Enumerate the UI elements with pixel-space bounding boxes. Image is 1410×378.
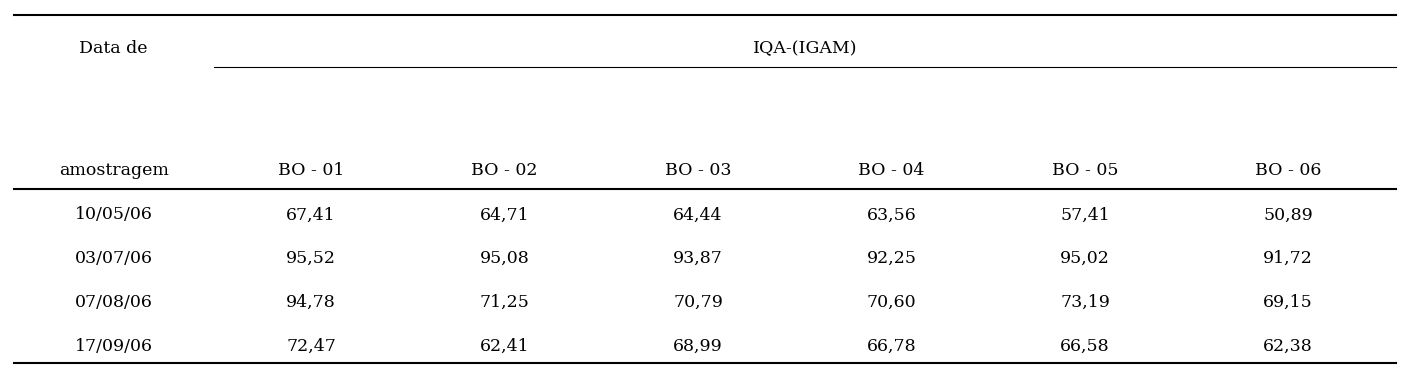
Text: 64,44: 64,44 [674, 206, 723, 223]
Text: BO - 04: BO - 04 [859, 162, 925, 179]
Text: BO - 01: BO - 01 [278, 162, 344, 179]
Text: 92,25: 92,25 [867, 250, 916, 267]
Text: 63,56: 63,56 [867, 206, 916, 223]
Text: 10/05/06: 10/05/06 [75, 206, 152, 223]
Text: 95,52: 95,52 [286, 250, 336, 267]
Text: BO - 02: BO - 02 [471, 162, 537, 179]
Text: 71,25: 71,25 [479, 294, 530, 311]
Text: 93,87: 93,87 [673, 250, 723, 267]
Text: 91,72: 91,72 [1263, 250, 1313, 267]
Text: 66,78: 66,78 [867, 338, 916, 355]
Text: Data de: Data de [79, 40, 148, 57]
Text: 94,78: 94,78 [286, 294, 336, 311]
Text: BO - 03: BO - 03 [666, 162, 732, 179]
Text: amostragem: amostragem [59, 162, 169, 179]
Text: 03/07/06: 03/07/06 [75, 250, 152, 267]
Text: 73,19: 73,19 [1060, 294, 1110, 311]
Text: BO - 05: BO - 05 [1052, 162, 1118, 179]
Text: 66,58: 66,58 [1060, 338, 1110, 355]
Text: 50,89: 50,89 [1263, 206, 1313, 223]
Text: 67,41: 67,41 [286, 206, 336, 223]
Text: 17/09/06: 17/09/06 [75, 338, 152, 355]
Text: 64,71: 64,71 [479, 206, 529, 223]
Text: 70,79: 70,79 [673, 294, 723, 311]
Text: BO - 06: BO - 06 [1255, 162, 1321, 179]
Text: 62,41: 62,41 [479, 338, 529, 355]
Text: IQA-(IGAM): IQA-(IGAM) [753, 40, 857, 57]
Text: 62,38: 62,38 [1263, 338, 1313, 355]
Text: 68,99: 68,99 [673, 338, 723, 355]
Text: 95,08: 95,08 [479, 250, 530, 267]
Text: 70,60: 70,60 [867, 294, 916, 311]
Text: 07/08/06: 07/08/06 [75, 294, 152, 311]
Text: 95,02: 95,02 [1060, 250, 1110, 267]
Text: 69,15: 69,15 [1263, 294, 1313, 311]
Text: 72,47: 72,47 [286, 338, 336, 355]
Text: 57,41: 57,41 [1060, 206, 1110, 223]
